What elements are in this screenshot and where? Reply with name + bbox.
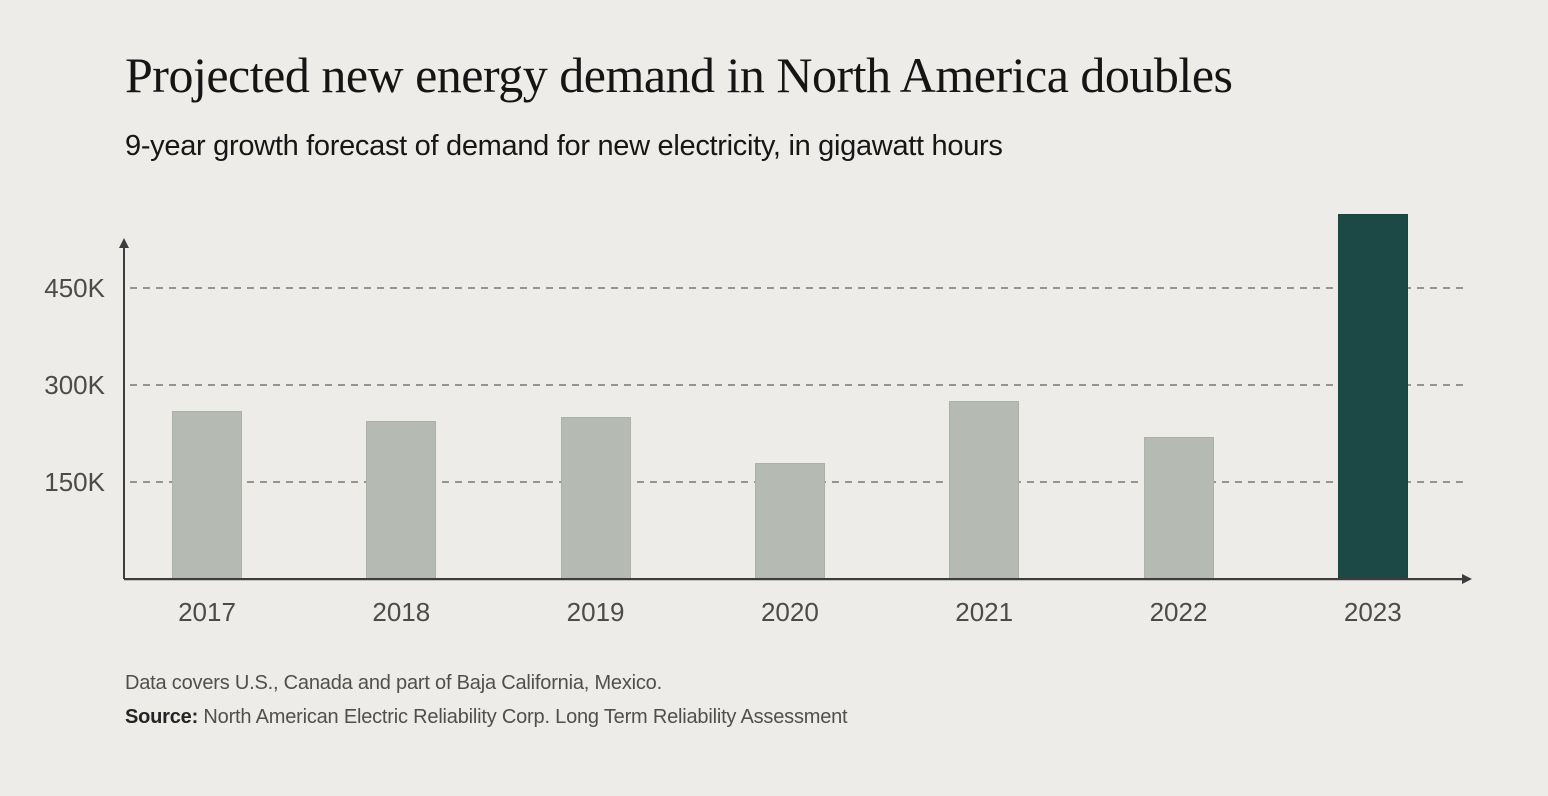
y-tick-label-300k: 300K [44,370,105,400]
x-tick-label-2018: 2018 [372,597,431,627]
y-tick-label-150k: 150K [44,467,105,497]
data-coverage-note: Data covers U.S., Canada and part of Baj… [125,672,662,694]
x-tick-label-2021: 2021 [955,597,1014,627]
bar-2020 [754,462,825,579]
source-text: North American Electric Reliability Corp… [198,706,848,728]
x-tick-label-2022: 2022 [1149,597,1208,627]
x-axis-arrow-icon [1462,574,1472,584]
y-axis [123,247,125,579]
source-line: Source: North American Electric Reliabil… [125,706,848,729]
chart-subtitle: 9-year growth forecast of demand for new… [125,130,1003,162]
bar-2021 [949,401,1020,579]
grid-line-300k [130,384,1464,386]
x-tick-label-2023: 2023 [1343,597,1402,627]
chart-title: Projected new energy demand in North Ame… [125,47,1233,103]
bar-2018 [366,420,437,579]
grid-line-450k [130,287,1464,289]
source-label: Source: [125,706,199,728]
x-axis [124,578,1462,580]
y-axis-arrow-icon [119,238,129,248]
y-tick-label-450k: 450K [44,273,105,303]
bar-2023 [1337,213,1408,579]
bar-2022 [1143,436,1214,579]
x-tick-label-2017: 2017 [178,597,236,627]
x-tick-label-2020: 2020 [760,597,819,627]
x-tick-label-2019: 2019 [566,597,625,627]
bar-2017 [172,410,242,579]
bar-2019 [560,417,631,579]
